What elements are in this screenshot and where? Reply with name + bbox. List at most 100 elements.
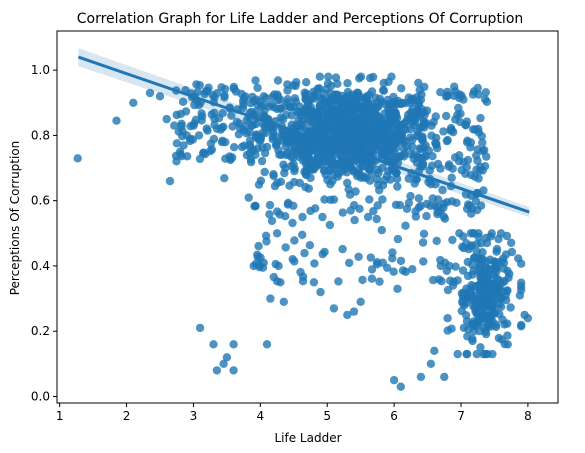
data-point <box>229 84 239 94</box>
data-point <box>462 349 472 359</box>
data-point <box>280 168 289 178</box>
data-point <box>308 123 317 132</box>
data-point <box>354 252 363 261</box>
data-point <box>412 175 421 184</box>
x-tick-label: 1 <box>56 409 64 423</box>
data-point <box>442 266 451 275</box>
data-point <box>165 176 175 186</box>
data-point <box>260 167 269 177</box>
data-point <box>170 121 179 130</box>
data-point <box>330 147 340 156</box>
data-point <box>281 243 290 252</box>
data-point <box>475 326 484 336</box>
data-point <box>375 277 384 286</box>
data-point <box>383 263 392 272</box>
data-point <box>393 182 402 191</box>
data-point <box>220 91 229 100</box>
data-point <box>259 258 268 267</box>
data-point <box>422 211 431 221</box>
data-point <box>503 340 512 349</box>
data-point <box>303 105 313 115</box>
data-point <box>220 174 229 183</box>
data-point <box>290 257 299 266</box>
data-point <box>162 114 171 124</box>
data-point <box>370 109 380 118</box>
data-point <box>430 346 439 355</box>
data-point <box>254 241 263 251</box>
data-point <box>449 127 458 137</box>
data-point <box>396 382 405 391</box>
regression-line <box>77 55 530 214</box>
data-point <box>350 215 359 225</box>
data-point <box>347 98 356 108</box>
data-point <box>416 95 426 104</box>
data-point <box>395 200 405 210</box>
data-point <box>182 131 191 140</box>
data-point <box>258 128 268 137</box>
data-point <box>472 349 481 359</box>
data-point <box>302 78 311 87</box>
data-point <box>323 79 333 88</box>
data-point <box>471 125 480 134</box>
data-point <box>368 160 377 169</box>
data-point <box>290 236 299 245</box>
data-point <box>422 199 432 209</box>
regression-line-layer <box>77 55 530 214</box>
data-point <box>496 302 506 311</box>
data-point <box>442 111 451 121</box>
data-point <box>404 174 413 183</box>
data-point <box>262 237 271 246</box>
data-point <box>439 127 448 136</box>
data-point <box>387 105 396 114</box>
data-point <box>393 96 403 106</box>
data-point <box>309 278 319 287</box>
data-point <box>392 168 401 177</box>
y-axis-label: Perceptions Of Corruption <box>8 141 22 296</box>
data-point <box>470 253 479 262</box>
data-point <box>447 173 456 182</box>
data-point <box>492 247 501 256</box>
data-point <box>197 109 206 118</box>
data-point <box>482 233 491 243</box>
data-point <box>284 198 293 208</box>
data-point <box>443 87 452 97</box>
data-point <box>382 122 391 131</box>
data-point <box>415 85 424 95</box>
data-point <box>271 132 281 141</box>
data-point <box>419 257 428 266</box>
data-point <box>459 232 468 241</box>
data-point <box>248 92 257 102</box>
data-point <box>366 253 375 262</box>
x-tick-label: 3 <box>190 409 198 423</box>
data-point <box>422 106 432 115</box>
data-point <box>301 94 310 104</box>
data-point <box>73 154 82 163</box>
data-point <box>222 353 232 362</box>
plot-area <box>56 30 559 404</box>
data-point <box>408 265 417 274</box>
data-point <box>396 256 406 266</box>
data-point <box>298 272 308 281</box>
x-tick-label: 7 <box>457 409 465 423</box>
data-point <box>517 285 526 295</box>
data-point <box>271 141 281 150</box>
data-point <box>282 148 292 158</box>
data-point <box>451 115 460 124</box>
x-tick-label: 2 <box>123 409 131 423</box>
data-point <box>331 164 340 173</box>
data-point <box>247 121 256 131</box>
data-point <box>494 234 503 244</box>
data-point <box>478 138 487 147</box>
data-point <box>210 120 219 130</box>
data-point <box>473 205 482 215</box>
data-point <box>345 190 355 199</box>
data-point <box>414 194 424 203</box>
data-point <box>219 359 228 368</box>
data-point <box>218 109 227 118</box>
data-point <box>462 163 471 172</box>
data-point <box>372 175 382 184</box>
data-point <box>459 243 469 253</box>
data-point <box>310 259 319 268</box>
data-point <box>482 304 492 314</box>
